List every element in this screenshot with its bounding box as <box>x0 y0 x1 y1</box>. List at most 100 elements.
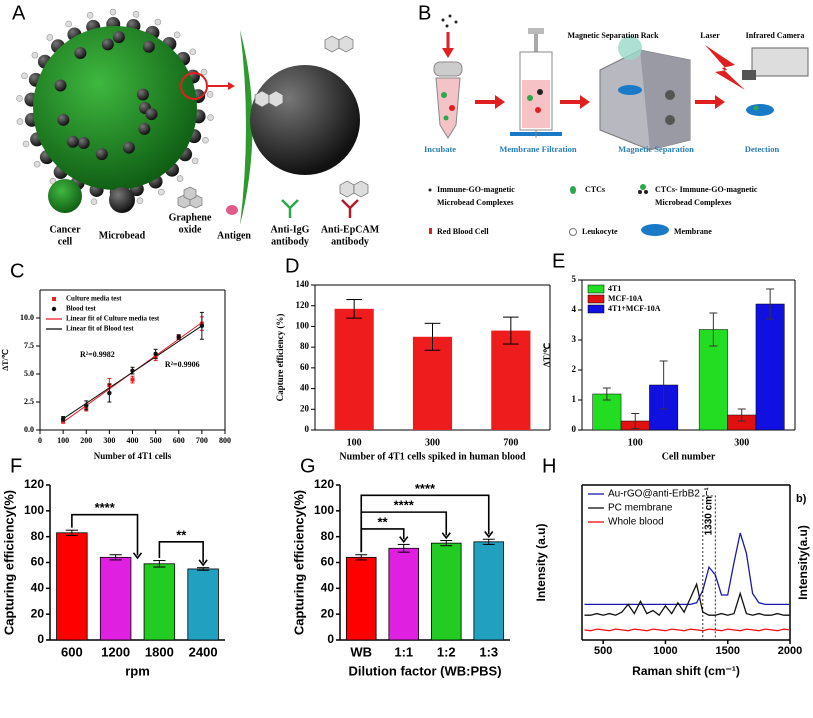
step-title: Magnetic Separation Rack <box>567 31 659 40</box>
y-tick-label: 20 <box>31 606 45 620</box>
significance-bracket <box>71 513 139 556</box>
x-tick-label: 1000 <box>653 645 677 657</box>
point <box>107 390 112 396</box>
graphene-bit <box>173 31 181 39</box>
panel-a: A Cancer cell Microbead <box>12 2 380 247</box>
graphene-bit <box>191 157 199 165</box>
bar <box>412 336 453 430</box>
significance: **** <box>95 500 116 515</box>
x-tick-label: 1800 <box>145 644 174 659</box>
y-tick-label: 3 <box>572 334 577 344</box>
legend-text: Microbead Complexes <box>655 198 732 207</box>
arrow-head <box>484 531 494 538</box>
laser <box>705 45 745 90</box>
graphene-bit <box>189 48 197 56</box>
bar <box>99 556 132 641</box>
bar <box>430 542 462 641</box>
significance-bracket <box>158 541 204 563</box>
annotation: b) <box>796 493 807 505</box>
x-tick-label: 1200 <box>101 644 130 659</box>
legend-swatch <box>587 304 605 314</box>
y-tick-label: 7.5 <box>24 341 34 350</box>
legend-text: CTCs <box>585 185 605 194</box>
microbead <box>112 31 125 44</box>
zoom-circle <box>180 72 208 100</box>
spectrum <box>584 532 790 606</box>
legend-text: Microbead Complexes <box>437 198 514 207</box>
x-tick-label: 400 <box>127 436 139 445</box>
graphene-bit <box>132 11 140 18</box>
legend-text: Whole blood <box>608 517 664 528</box>
x-tick-label: 2400 <box>189 644 218 659</box>
y2-axis-label: Intensity(a.u) <box>796 525 810 600</box>
microbeads <box>54 31 158 161</box>
arrow-head <box>399 536 409 544</box>
panel-label: A <box>12 2 26 24</box>
x-tick-label: 0 <box>38 436 42 445</box>
panel-label: B <box>418 2 431 24</box>
legend-text: antibody <box>331 236 369 247</box>
legend-swatch <box>587 294 605 304</box>
graphene-bit <box>86 11 94 19</box>
y-tick-label: 40 <box>300 383 310 393</box>
bar <box>143 563 176 641</box>
graphene-bit <box>207 114 214 121</box>
spectrum <box>584 628 791 632</box>
y-tick-label: 100 <box>296 320 310 330</box>
graphene-bit <box>202 136 209 144</box>
y-tick-label: 60 <box>31 555 45 569</box>
graphene-bit <box>90 198 98 205</box>
y-tick-label: 80 <box>31 529 45 543</box>
y-tick-label: 120 <box>24 477 44 491</box>
x-tick-label: 1:1 <box>394 644 413 659</box>
graphene-bit <box>31 51 39 59</box>
y-tick-label: 20 <box>300 403 310 413</box>
y-tick-label: 0 <box>37 632 44 646</box>
detection-dish <box>746 104 774 116</box>
x-tick-label: 100 <box>57 436 69 445</box>
graphene-bit <box>206 91 214 98</box>
bar <box>345 556 377 641</box>
legend-text: Microbead <box>99 230 146 241</box>
legend-marker <box>51 306 57 312</box>
graphene-bit <box>200 68 208 76</box>
charts: 0.02.55.07.510.00 100 200 300 400 500 600 700 80… <box>1 250 810 678</box>
y-tick-label: 2 <box>572 364 577 374</box>
graphene-bit <box>158 188 165 196</box>
peak-box <box>702 495 716 641</box>
x-tick-label: 1:3 <box>479 644 498 659</box>
point <box>153 351 158 357</box>
bar <box>187 568 219 641</box>
bar <box>491 330 531 430</box>
x-tick-label: 600 <box>61 644 83 659</box>
legend-text: oxide <box>179 224 202 235</box>
legend-text: Au-rGO@anti-ErbB2 <box>608 489 700 500</box>
x-tick-label: 500 <box>594 645 612 657</box>
y-tick-label: 4 <box>572 304 577 314</box>
point <box>199 323 205 329</box>
y-tick-label: 10.0 <box>20 313 34 322</box>
annotation: R²=0.9906 <box>165 360 200 369</box>
x-axis-label: Number of 4T1 cells spiked in human bloo… <box>339 451 526 462</box>
step: Incubate <box>424 144 456 154</box>
legend-text: Linear fit of Blood test <box>66 325 134 333</box>
arrow <box>475 95 505 109</box>
graphene <box>254 35 369 198</box>
infrared-camera <box>742 47 809 80</box>
annotation: R²=0.9982 <box>80 350 115 359</box>
point <box>176 334 181 340</box>
panel-label: C <box>10 260 24 282</box>
legend-text: Anti-EpCAM <box>321 224 380 235</box>
y-axis-label: Capturing efficiency(%) <box>1 490 16 635</box>
legend-text: PC membrane <box>608 503 673 514</box>
bar <box>755 303 785 431</box>
y-tick-label: 20 <box>321 606 335 620</box>
legend-text: Cancer <box>49 224 81 235</box>
microbead <box>74 46 87 59</box>
y-tick-label: 0 <box>327 632 334 646</box>
syringe <box>510 28 562 138</box>
panel-label: E <box>552 250 565 272</box>
arrow-head <box>132 552 143 560</box>
microbead <box>138 122 151 135</box>
